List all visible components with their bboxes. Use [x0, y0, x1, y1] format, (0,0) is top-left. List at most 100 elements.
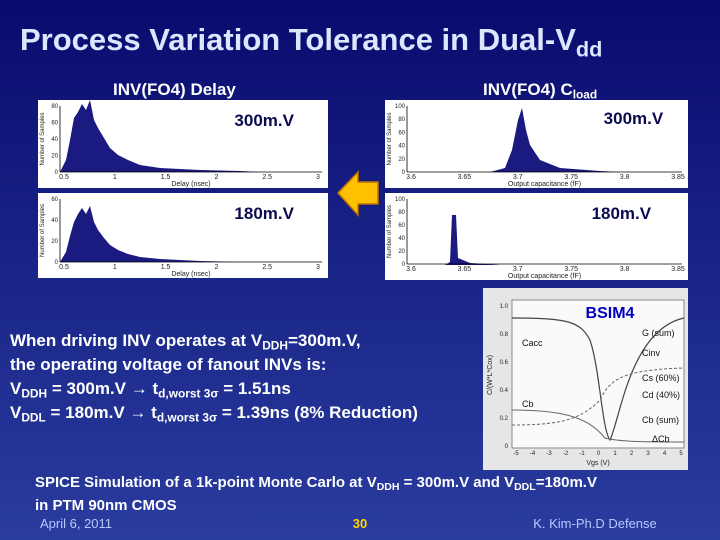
plot-panel: [385, 193, 688, 280]
curve: [511, 317, 685, 442]
x-tick-label: 4: [663, 451, 667, 457]
y-tick-label: 60: [398, 130, 405, 136]
arrow-left: [336, 170, 379, 217]
x-tick-label: 3.7: [513, 174, 523, 181]
x-tick-label: 3: [646, 451, 650, 457]
x-tick-label: 1: [613, 451, 617, 457]
curve-label: Cb: [522, 399, 534, 409]
plot-label: 180m.V: [234, 204, 294, 223]
x-tick-label: 3.65: [458, 174, 472, 181]
y-tick-label: 20: [398, 249, 405, 255]
text-run: INV(FO4) Delay: [113, 80, 236, 99]
text-run: When driving INV operates at V: [10, 331, 263, 350]
x-tick-label: 3.6: [406, 174, 416, 181]
curve-label: Cinv: [642, 348, 661, 358]
footer-page: 30: [352, 516, 368, 531]
y-axis-label: Number of Samples: [387, 112, 393, 165]
header: INV(FO4) Delay: [113, 80, 236, 100]
y-tick-label: 100: [395, 104, 406, 110]
y-tick-label: 60: [51, 121, 58, 127]
x-tick-label: -3: [546, 451, 552, 457]
body-line: the operating voltage of fanout INVs is:: [10, 355, 326, 375]
histogram: [490, 108, 620, 172]
x-tick-label: 2.5: [262, 174, 272, 181]
x-axis-label: Delay (nsec): [171, 271, 210, 278]
x-axis-label: Output capacitance (fF): [508, 273, 581, 280]
text-run: d,worst 3σ: [158, 386, 219, 401]
histogram: [60, 100, 260, 172]
text-run: DDH: [262, 338, 288, 353]
text-run: DDH: [21, 386, 48, 401]
y-tick-label: 0.6: [500, 360, 509, 366]
x-tick-label: -4: [530, 451, 536, 457]
footer-author: K. Kim-Ph.D Defense: [533, 516, 657, 531]
text-run: = 1.39ns (8% Reduction): [217, 403, 418, 422]
x-tick-label: 2: [214, 174, 218, 181]
curve-label: Cd (40%): [642, 390, 680, 400]
text-run: = 180m.V → t: [45, 403, 157, 422]
y-tick-label: 60: [398, 223, 405, 229]
y-axis-label: Number of Samples: [387, 205, 393, 258]
slide-title: Process Variation Tolerance in Dual-Vdd: [20, 22, 602, 63]
x-tick-label: 3.8: [620, 266, 630, 273]
x-tick-label: 2: [214, 264, 218, 271]
histogram: [60, 206, 240, 262]
note-line: in PTM 90nm CMOS: [35, 497, 177, 514]
x-tick-label: 3.7: [513, 266, 523, 273]
x-tick-label: 1: [113, 264, 117, 271]
text-run: = 300m.V and V: [399, 474, 515, 491]
text-run: INV(FO4) C: [483, 80, 573, 99]
x-tick-label: 0.5: [59, 264, 69, 271]
x-tick-label: 0: [597, 451, 601, 457]
y-tick-label: 0.8: [500, 332, 509, 338]
y-axis-label: Number of Samples: [40, 204, 46, 257]
y-tick-label: 0.2: [500, 416, 509, 422]
x-tick-label: 3: [316, 174, 320, 181]
text-run: V: [10, 379, 22, 398]
curve: [511, 367, 685, 426]
curve-label: G (sum): [642, 328, 675, 338]
x-tick-label: 2.5: [262, 264, 272, 271]
x-tick-label: -1: [579, 451, 585, 457]
y-tick-label: 0: [505, 444, 509, 450]
plot-label: 180m.V: [592, 204, 652, 223]
text-run: dd: [575, 36, 603, 62]
text-run: SPICE Simulation of a 1k-point Monte Car…: [35, 474, 377, 491]
y-tick-label: 0: [402, 262, 406, 268]
body-line: When driving INV operates at VDDH=300m.V…: [10, 331, 361, 353]
y-tick-label: 40: [398, 236, 405, 242]
y-tick-label: 0.4: [500, 388, 509, 394]
y-tick-label: 40: [51, 218, 58, 224]
y-tick-label: 0: [55, 170, 59, 176]
y-tick-label: 40: [51, 137, 58, 143]
curve-label: Cb (sum): [642, 415, 679, 425]
y-tick-label: 100: [395, 197, 406, 203]
text-run: DDL: [21, 410, 46, 425]
bsim4-plot: [511, 299, 685, 449]
y-tick-label: 80: [398, 117, 405, 123]
x-tick-label: 3.85: [671, 266, 685, 273]
y-tick-label: 20: [398, 157, 405, 163]
curve-label: Cacc: [522, 338, 543, 348]
plot-label: 300m.V: [234, 111, 294, 130]
text-run: d,worst 3σ: [156, 410, 218, 425]
body-line: VDDH = 300m.V → td,worst 3σ = 1.51ns: [10, 379, 291, 401]
text-run: = 300m.V → t: [47, 379, 159, 398]
curve: [511, 409, 685, 443]
y-tick-label: 20: [51, 239, 58, 245]
text-run: Process Variation Tolerance in Dual-V: [20, 22, 576, 57]
histogram: [445, 215, 500, 265]
x-tick-label: -5: [513, 451, 519, 457]
y-axis-label: C/(W*L*Cox): [487, 355, 494, 395]
x-tick-label: 3.85: [671, 174, 685, 181]
y-tick-label: 1.0: [500, 304, 509, 310]
note-line: SPICE Simulation of a 1k-point Monte Car…: [35, 474, 597, 493]
x-tick-label: 3.65: [458, 266, 472, 273]
text-run: load: [572, 87, 598, 102]
text-run: the operating voltage of fanout INVs is:: [10, 355, 327, 374]
y-tick-label: 0: [55, 260, 59, 266]
footer-date: April 6, 2011: [40, 516, 113, 531]
x-tick-label: 5: [679, 451, 683, 457]
